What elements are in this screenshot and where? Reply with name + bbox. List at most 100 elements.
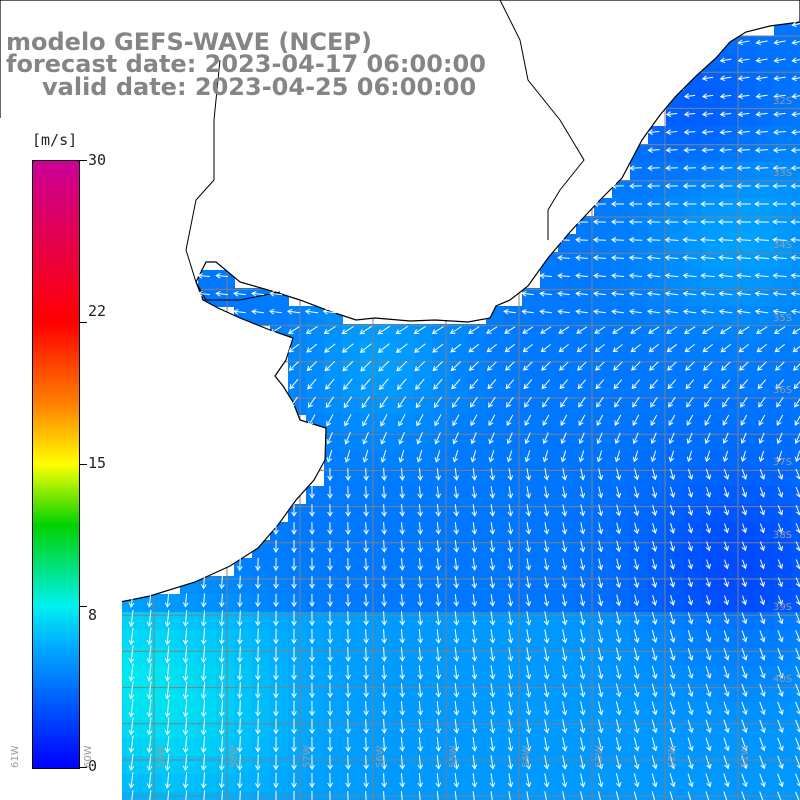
wind-arrow bbox=[754, 183, 769, 189]
wind-arrow bbox=[719, 93, 732, 99]
wind-arrow bbox=[417, 486, 424, 499]
wind-cell bbox=[468, 720, 487, 739]
wind-cell bbox=[378, 720, 397, 739]
wind-arrow bbox=[507, 719, 514, 734]
wind-arrow bbox=[755, 93, 768, 100]
wind-arrow bbox=[450, 361, 461, 372]
wind-arrow bbox=[471, 558, 478, 571]
wind-cell bbox=[666, 324, 685, 343]
wind-arrow bbox=[273, 700, 279, 717]
wind-arrow bbox=[687, 523, 694, 534]
wind-arrow bbox=[736, 308, 751, 315]
wind-cell bbox=[450, 324, 469, 343]
wind-arrow bbox=[218, 681, 225, 700]
wind-cell bbox=[738, 684, 757, 703]
wind-arrow bbox=[615, 755, 622, 770]
wind-cell bbox=[414, 774, 433, 793]
wind-cell bbox=[342, 486, 361, 505]
wind-cell bbox=[540, 702, 559, 721]
wind-arrow bbox=[416, 450, 423, 463]
wind-arrow bbox=[363, 558, 369, 571]
wind-arrow bbox=[579, 701, 586, 716]
wind-arrow bbox=[632, 450, 639, 463]
wind-arrow bbox=[741, 612, 748, 625]
wind-arrow bbox=[790, 290, 800, 297]
wind-cell bbox=[666, 774, 685, 793]
wind-cell bbox=[486, 756, 505, 775]
wind-cell bbox=[702, 756, 721, 775]
wind-cell bbox=[360, 396, 379, 415]
wind-arrow bbox=[471, 755, 478, 770]
wind-cell bbox=[666, 558, 685, 577]
wind-arrow bbox=[435, 468, 442, 481]
wind-cell bbox=[360, 540, 379, 559]
wind-cell bbox=[738, 216, 757, 235]
wind-arrow bbox=[579, 755, 586, 770]
wind-arrow bbox=[435, 755, 442, 770]
wind-arrow bbox=[575, 272, 588, 279]
wind-arrow bbox=[486, 326, 498, 334]
wind-arrow bbox=[759, 505, 766, 516]
wind-cell bbox=[756, 468, 775, 487]
wind-cell bbox=[396, 432, 415, 451]
wind-arrow bbox=[629, 308, 643, 315]
wind-arrow bbox=[772, 219, 787, 225]
wind-arrow bbox=[669, 577, 676, 588]
wind-cell bbox=[702, 432, 721, 451]
wind-arrow bbox=[380, 431, 387, 445]
wind-arrow bbox=[557, 308, 570, 315]
wind-arrow bbox=[649, 361, 659, 371]
wind-cell bbox=[324, 396, 343, 415]
wind-cell bbox=[738, 342, 757, 361]
wind-cell bbox=[450, 666, 469, 685]
wind-arrow bbox=[149, 790, 152, 800]
wind-arrow bbox=[345, 719, 351, 734]
wind-cell bbox=[432, 648, 451, 667]
wind-arrow bbox=[741, 665, 748, 679]
wind-arrow bbox=[559, 361, 569, 371]
wind-arrow bbox=[488, 396, 496, 408]
wind-cell bbox=[540, 648, 559, 667]
wind-cell bbox=[522, 288, 541, 307]
wind-arrow bbox=[579, 629, 586, 644]
wind-cell bbox=[342, 612, 361, 631]
wind-arrow bbox=[399, 486, 405, 499]
wind-cell bbox=[666, 522, 685, 541]
wind-arrow bbox=[741, 755, 748, 770]
wind-arrow bbox=[507, 540, 514, 553]
wind-arrow bbox=[777, 665, 784, 679]
wind-cell bbox=[540, 774, 559, 793]
wind-arrow bbox=[435, 629, 442, 644]
wind-arrow bbox=[293, 790, 295, 800]
wind-cell bbox=[720, 648, 739, 667]
wind-cell bbox=[522, 486, 541, 505]
wind-arrow bbox=[630, 326, 642, 334]
wind-arrow bbox=[360, 378, 371, 390]
wind-arrow bbox=[306, 343, 318, 353]
wind-arrow bbox=[398, 414, 406, 427]
wind-cell bbox=[576, 306, 595, 325]
wind-arrow bbox=[215, 290, 228, 297]
wind-arrow bbox=[687, 468, 694, 481]
wind-cell bbox=[540, 486, 559, 505]
wind-cell bbox=[612, 522, 631, 541]
wind-arrow bbox=[596, 432, 603, 445]
wind-arrow bbox=[489, 486, 496, 499]
wind-cell bbox=[738, 72, 757, 91]
wind-cell bbox=[558, 522, 577, 541]
wind-arrow bbox=[525, 504, 532, 517]
wind-cell bbox=[540, 612, 559, 631]
wind-cell bbox=[630, 702, 649, 721]
wind-arrow bbox=[453, 701, 460, 716]
wind-cell bbox=[594, 252, 613, 271]
lat-label: 40S bbox=[773, 674, 793, 685]
wind-arrow bbox=[705, 737, 712, 752]
wind-cell bbox=[378, 324, 397, 343]
wind-cell bbox=[396, 594, 415, 613]
wind-cell bbox=[684, 90, 703, 109]
wind-arrow bbox=[543, 683, 550, 698]
wind-arrow bbox=[723, 487, 730, 498]
wind-arrow bbox=[579, 540, 586, 553]
wind-arrow bbox=[777, 505, 784, 516]
wind-cell bbox=[198, 648, 217, 667]
